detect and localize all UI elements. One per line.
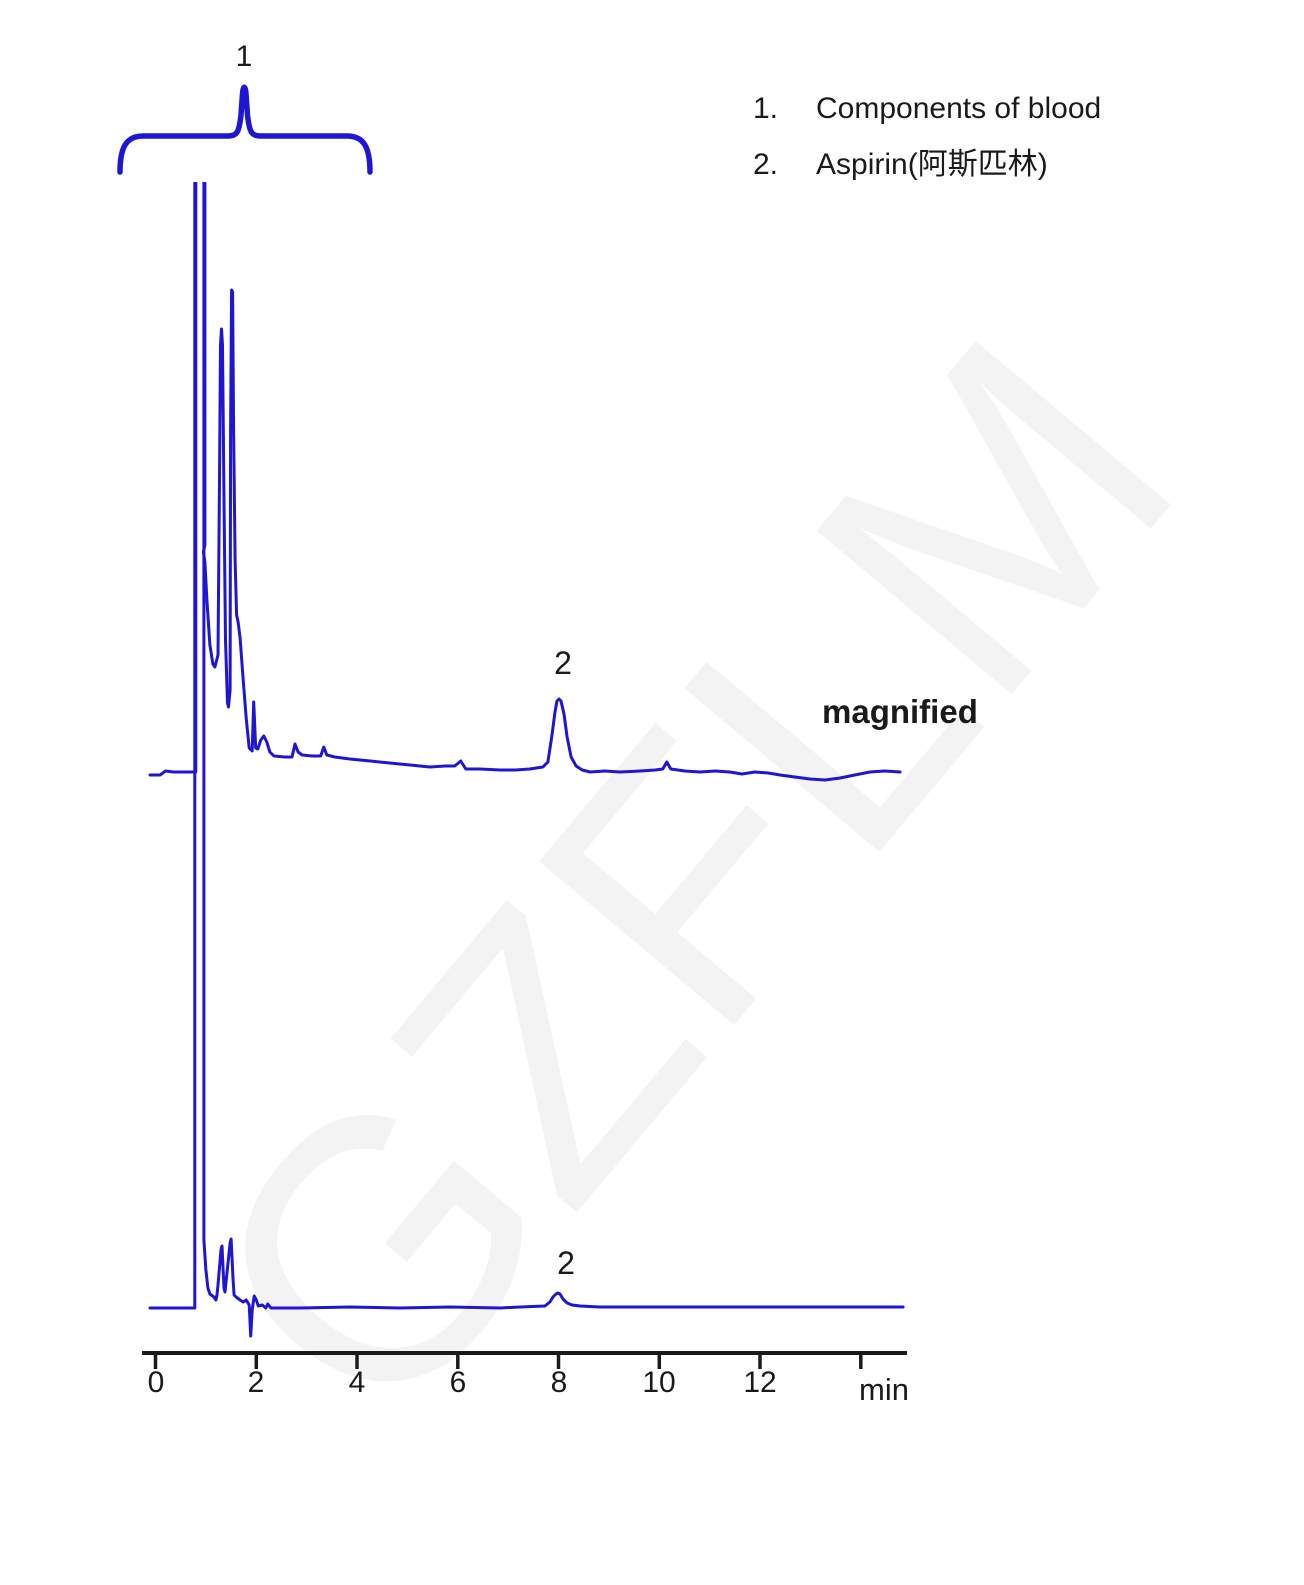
axis-tick-label-8: 8 — [550, 1366, 568, 1399]
legend-number-1: 1. — [753, 92, 779, 125]
brace-bracket-icon — [117, 84, 373, 175]
legend-number-2: 2. — [753, 148, 779, 181]
trace-magnified — [148, 182, 902, 782]
trace-original — [148, 182, 905, 1338]
axis-tick-label-12: 12 — [743, 1366, 777, 1399]
chromatogram-plot — [142, 182, 907, 1369]
axis-unit-label: min — [859, 1372, 909, 1407]
blood-components-group-label: 1 — [235, 40, 253, 73]
legend-row-components: 1. Components of blood — [753, 92, 1101, 126]
group-brace — [117, 84, 373, 175]
magnified-annotation: magnified — [822, 693, 978, 730]
axis-tick-label-2: 2 — [247, 1366, 265, 1399]
legend-label-aspirin: Aspirin(阿斯匹林) — [816, 148, 1048, 181]
legend-row-aspirin: 2. Aspirin(阿斯匹林) — [753, 139, 1048, 183]
axis-tick-label-10: 10 — [642, 1366, 676, 1399]
aspirin-peak-label-magnified-trace: 2 — [554, 645, 572, 681]
aspirin-peak-label-original-trace: 2 — [557, 1245, 575, 1281]
axis-tick-label-0: 0 — [147, 1366, 165, 1399]
legend-label-components-of-blood: Components of blood — [816, 92, 1102, 125]
axis-tick-label-4: 4 — [348, 1366, 366, 1399]
axis-tick-label-6: 6 — [449, 1366, 467, 1399]
